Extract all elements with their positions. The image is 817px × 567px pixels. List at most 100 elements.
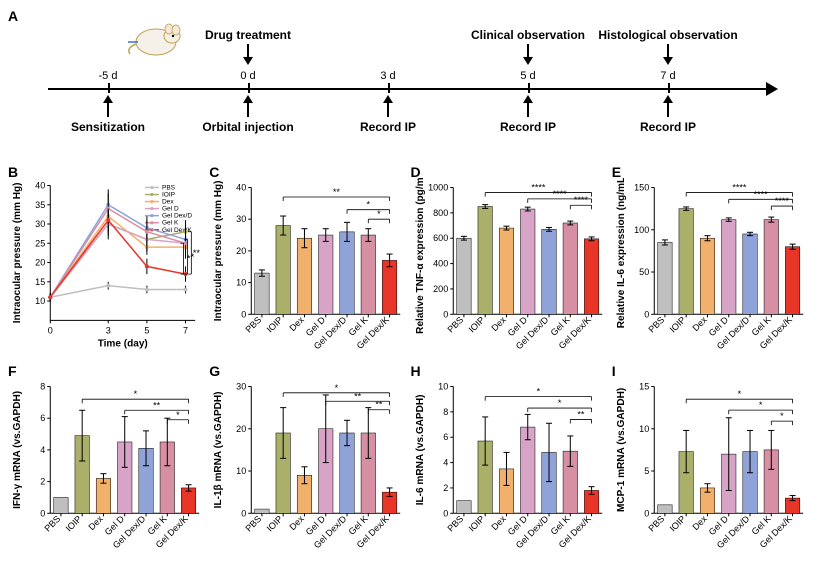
svg-text:150: 150 — [634, 183, 649, 193]
panel-f: F02468IFN-γ mRNA (vs.GAPDH)PBSIOIPDexGel… — [8, 363, 205, 558]
svg-text:IOIP: IOIP — [162, 192, 176, 199]
svg-text:30: 30 — [236, 382, 246, 392]
arrow-down-icon — [241, 44, 255, 66]
svg-text:*: * — [557, 398, 561, 408]
svg-text:10: 10 — [639, 424, 649, 434]
svg-text:30: 30 — [236, 214, 246, 224]
svg-text:PBS: PBS — [162, 185, 176, 192]
svg-text:0: 0 — [443, 309, 448, 319]
svg-text:**: ** — [354, 391, 362, 401]
timeline-bottom-label: Record IP — [640, 120, 696, 134]
timeline-day-label: 0 d — [240, 70, 255, 82]
svg-text:IL-6 mRNA (vs.GAPDH): IL-6 mRNA (vs.GAPDH) — [415, 395, 426, 506]
svg-text:*: * — [759, 400, 763, 410]
svg-text:10: 10 — [35, 296, 45, 306]
svg-text:6: 6 — [40, 413, 45, 423]
svg-text:PBS: PBS — [244, 315, 264, 335]
svg-text:100: 100 — [634, 225, 649, 235]
panel-c: C010203040Intraocular pressure (mm Hg)PB… — [209, 164, 406, 359]
svg-text:7: 7 — [183, 325, 188, 335]
timeline-day-label: 5 d — [520, 70, 535, 82]
svg-text:**: ** — [376, 400, 384, 410]
svg-text:6: 6 — [443, 432, 448, 442]
timeline-tick — [108, 83, 110, 93]
svg-text:MCP-1 mRNA (vs.GAPDH): MCP-1 mRNA (vs.GAPDH) — [616, 388, 627, 512]
timeline-bottom-label: Orbital injection — [202, 120, 293, 134]
panel-a: A -5 d Sensitization 0 d Drug treatment Orbi… — [8, 8, 809, 158]
svg-text:200: 200 — [433, 284, 448, 294]
svg-text:Time (day): Time (day) — [98, 338, 148, 349]
svg-text:35: 35 — [35, 200, 45, 210]
svg-text:****: **** — [552, 189, 567, 199]
panel-label-a: A — [8, 8, 18, 24]
svg-text:Gel K: Gel K — [162, 220, 179, 227]
svg-text:PBS: PBS — [244, 514, 264, 534]
svg-text:8: 8 — [40, 382, 45, 392]
svg-text:0: 0 — [644, 309, 649, 319]
arrow-up-icon — [101, 95, 115, 120]
svg-text:*: * — [191, 252, 195, 262]
svg-text:*: * — [536, 387, 540, 397]
svg-text:PBS: PBS — [646, 514, 666, 534]
svg-text:0: 0 — [241, 508, 246, 518]
svg-text:*: * — [187, 254, 191, 264]
chart-grid: B 101520253035400357Intraocular pressure… — [8, 164, 809, 558]
svg-text:0: 0 — [644, 508, 649, 518]
timeline-axis — [48, 88, 768, 90]
svg-text:*: * — [367, 200, 371, 210]
svg-text:20: 20 — [236, 424, 246, 434]
svg-text:10: 10 — [236, 466, 246, 476]
svg-text:*: * — [377, 209, 381, 219]
svg-text:IFN-γ mRNA (vs.GAPDH): IFN-γ mRNA (vs.GAPDH) — [12, 391, 23, 509]
svg-text:5: 5 — [644, 466, 649, 476]
svg-text:IL-1β mRNA (vs.GAPDH): IL-1β mRNA (vs.GAPDH) — [213, 391, 224, 508]
svg-text:20: 20 — [35, 258, 45, 268]
svg-text:**: ** — [333, 187, 341, 197]
panel-d: D02004006008001000Relative TNF-α express… — [411, 164, 608, 359]
timeline-day-label: 7 d — [660, 70, 675, 82]
svg-text:PBS: PBS — [42, 514, 62, 534]
svg-text:*: * — [176, 410, 180, 420]
timeline-tick — [388, 83, 390, 93]
svg-text:IOIP: IOIP — [265, 514, 285, 534]
svg-text:25: 25 — [35, 238, 45, 248]
svg-text:15: 15 — [639, 382, 649, 392]
timeline-day-label: 3 d — [380, 70, 395, 82]
svg-text:800: 800 — [433, 208, 448, 218]
panel-b: B 101520253035400357Intraocular pressure… — [8, 164, 205, 359]
timeline-top-label: Drug treatment — [205, 28, 291, 42]
svg-text:Intraocular pressure (mm Hg): Intraocular pressure (mm Hg) — [12, 183, 23, 324]
svg-text:3: 3 — [106, 325, 111, 335]
timeline-tick — [248, 83, 250, 93]
timeline-tick — [528, 83, 530, 93]
arrow-down-icon — [661, 44, 675, 66]
panel-e: E050100150Relative IL-6 expression (ng/m… — [612, 164, 809, 359]
arrow-up-icon — [381, 95, 395, 120]
svg-text:*: * — [134, 389, 138, 399]
timeline-top-label: Clinical observation — [471, 28, 585, 42]
svg-text:PBS: PBS — [646, 315, 666, 335]
timeline-tick — [668, 83, 670, 93]
figure: A -5 d Sensitization 0 d Drug treatment Orbi… — [8, 8, 809, 558]
svg-text:2: 2 — [443, 483, 448, 493]
arrow-down-icon — [521, 44, 535, 66]
svg-text:*: * — [335, 383, 339, 393]
timeline-bottom-label: Sensitization — [71, 120, 145, 134]
svg-text:****: **** — [573, 195, 588, 205]
svg-text:600: 600 — [433, 233, 448, 243]
svg-text:30: 30 — [35, 219, 45, 229]
svg-text:1000: 1000 — [428, 183, 448, 193]
svg-text:****: **** — [531, 183, 546, 193]
panel-h: H0246810IL-6 mRNA (vs.GAPDH)PBSIOIPDexGe… — [411, 363, 608, 558]
arrow-up-icon — [241, 95, 255, 120]
svg-text:IOIP: IOIP — [667, 315, 687, 335]
svg-text:Dex: Dex — [162, 199, 174, 206]
svg-text:2: 2 — [40, 477, 45, 487]
mouse-icon — [128, 14, 183, 59]
timeline-arrowhead — [766, 82, 778, 96]
svg-text:Intraocular pressure (mm Hg): Intraocular pressure (mm Hg) — [213, 181, 224, 322]
svg-text:8: 8 — [443, 407, 448, 417]
svg-text:0: 0 — [48, 325, 53, 335]
svg-text:****: **** — [775, 196, 790, 206]
timeline-day-label: -5 d — [99, 70, 118, 82]
